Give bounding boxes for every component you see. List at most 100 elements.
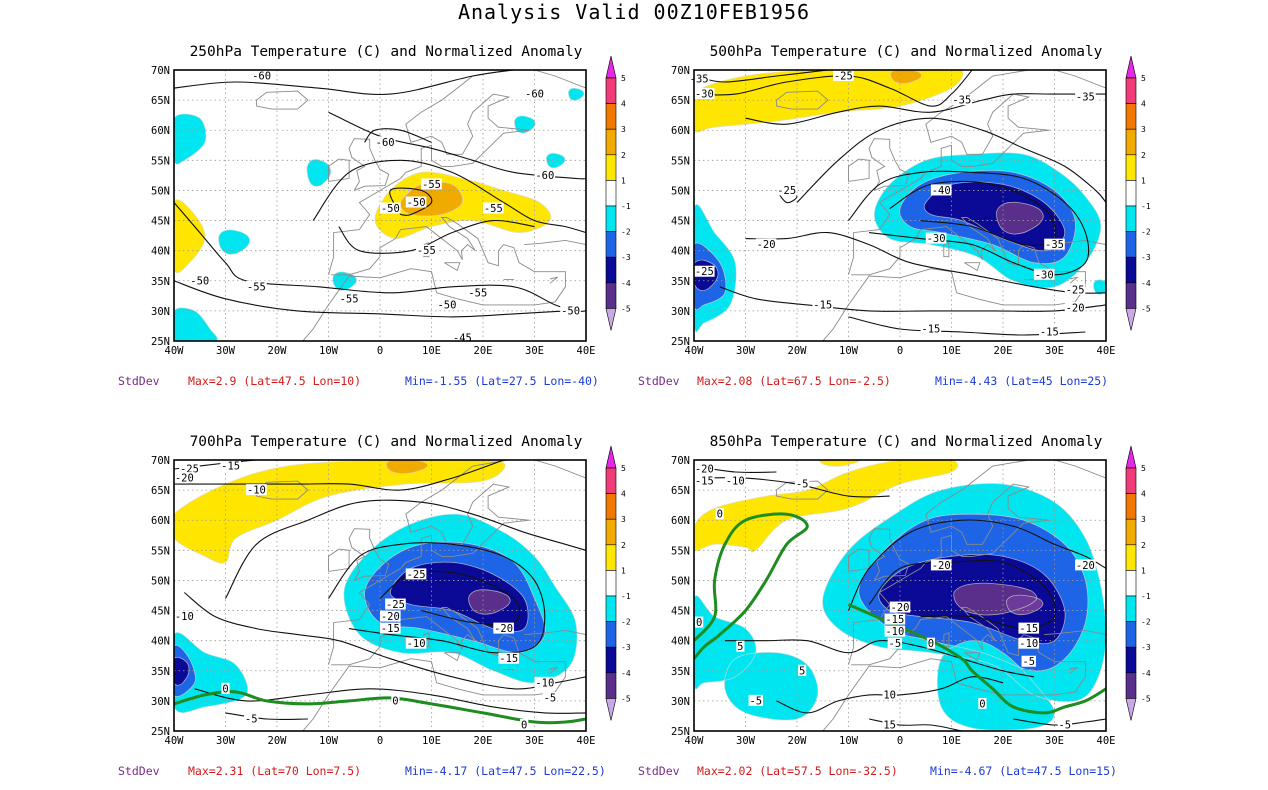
contour-label-bg	[246, 484, 267, 496]
contour-label-bg	[833, 70, 854, 82]
contour-label: -60	[252, 71, 271, 83]
lat-tick-label: 55N	[151, 155, 170, 167]
contour-label-bg	[884, 613, 906, 625]
contour-label: -55	[484, 203, 503, 215]
coastline	[444, 262, 461, 272]
colorbar-label: 3	[1141, 125, 1146, 134]
contour-label: -50	[381, 203, 400, 215]
anomaly-field	[694, 460, 1106, 731]
anomaly-contour	[822, 483, 1106, 703]
coastline	[255, 90, 309, 110]
coastline	[302, 217, 566, 341]
contour-label: -10	[535, 677, 554, 689]
lat-tick-label: 55N	[671, 545, 690, 557]
colorbar-segment	[1125, 77, 1137, 104]
colorbar-label: 4	[621, 100, 626, 109]
contour-label: -10	[1019, 638, 1038, 650]
colorbar-segment	[1125, 231, 1137, 258]
coastline	[868, 528, 910, 581]
lon-tick-label: 40E	[577, 735, 596, 747]
colorbar-bottom-arrow	[605, 308, 617, 331]
contour-label: 0	[928, 638, 934, 650]
stddev-label: StdDev	[118, 764, 160, 778]
lat-tick-label: 70N	[671, 65, 690, 77]
lon-tick-label: 10E	[422, 345, 441, 357]
temperature-contour	[868, 559, 1057, 630]
contour-label-bg	[534, 676, 556, 688]
lat-tick-label: 70N	[151, 455, 170, 467]
contour-label-bg	[244, 712, 259, 724]
contour-labels: -35 -30 -25 -35 -35 -25 -40 -30 -35 -20 -25 -30 -25 -…	[688, 70, 1096, 338]
colorbar-segment	[1125, 467, 1137, 494]
contour-label: -5	[889, 638, 902, 650]
contour-label: -55	[422, 179, 441, 191]
map-grid	[174, 460, 586, 731]
lon-tick-label: 30W	[216, 345, 236, 357]
colorbar-label: -3	[1141, 643, 1151, 652]
anomaly-shade	[694, 460, 958, 552]
contour-label-bg	[812, 298, 834, 310]
contour-label: -10	[885, 626, 904, 638]
lon-tick-label: 10W	[319, 735, 339, 747]
panel-700hpa: 700hPa Temperature (C) and Normalized An…	[0, 390, 631, 780]
contour-label: -50	[190, 275, 209, 287]
colorbar-label: 5	[1141, 74, 1146, 83]
contour-label: -15	[1019, 623, 1038, 635]
contour-label: 10	[883, 689, 896, 701]
temperature-contour	[338, 219, 535, 254]
colorbar-segment	[1125, 180, 1137, 207]
colorbar-label: -5	[1141, 304, 1151, 313]
lat-tick-label: 30N	[671, 306, 690, 318]
axis-labels: 40W 30W 20W 10W 0 10E 20E 30E 40E 70N 65N 60N 55N 50N…	[671, 455, 1115, 747]
colorbar-label: -5	[1141, 694, 1151, 703]
lon-tick-label: 40W	[165, 735, 185, 747]
lon-tick-label: 40E	[1097, 345, 1116, 357]
temperature-contour	[848, 519, 1106, 611]
axis-labels: 40W 30W 20W 10W 0 10E 20E 30E 40E 70N 65N 60N 55N 50N…	[151, 455, 595, 747]
colorbar-label: -4	[621, 669, 631, 678]
contour-label-bg	[405, 568, 427, 580]
anomaly-shade	[890, 70, 922, 84]
contour-label: -55	[340, 293, 359, 305]
temperature-contour	[194, 688, 586, 714]
contour-label-bg	[380, 610, 401, 622]
colorbar-bottom-arrow	[1125, 308, 1137, 331]
contour-label: -40	[932, 185, 951, 197]
temperature-contour	[724, 639, 1035, 678]
colorbar-label: 3	[1141, 515, 1146, 524]
lon-tick-label: 30E	[525, 345, 544, 357]
contour-label: -5	[749, 695, 762, 707]
anomaly-contour	[818, 460, 861, 467]
panel-title: 700hPa Temperature (C) and Normalized An…	[189, 434, 583, 450]
contour-label: -20	[932, 560, 951, 572]
anomaly-contour	[389, 561, 529, 632]
colorbar-segment	[1125, 154, 1137, 181]
colorbar-label: 1	[1141, 176, 1146, 185]
contour-label: -20	[757, 239, 776, 251]
lat-tick-label: 40N	[151, 246, 170, 258]
coastlines	[255, 70, 586, 341]
lon-tick-label: 10W	[839, 345, 859, 357]
contour-label: -50	[407, 197, 426, 209]
coastline	[775, 90, 829, 110]
temperature-contour	[174, 460, 504, 491]
colorbar-segment	[1125, 621, 1137, 648]
contour-label-bg	[220, 460, 241, 472]
lon-tick-label: 0	[377, 345, 383, 357]
anomaly-contour	[174, 644, 196, 697]
contour-label: -30	[927, 233, 946, 245]
anomaly-contour	[468, 589, 511, 615]
colorbar-label: -2	[1141, 618, 1151, 627]
temperature-contour	[796, 117, 1106, 203]
lat-tick-label: 60N	[671, 515, 690, 527]
lat-tick-label: 40N	[671, 636, 690, 648]
anomaly-contour	[899, 170, 1076, 264]
contour-label-bg	[1021, 655, 1036, 667]
coastline	[1069, 276, 1078, 284]
anomaly-contour	[567, 87, 585, 101]
anomaly-contour	[694, 595, 757, 690]
map-svg: -60-60-60-60-55-50-50 -55-55-50-55-55-55-…	[151, 55, 631, 357]
contour-label-bg	[884, 625, 906, 637]
contour-label-bg	[385, 598, 406, 610]
contour-label-bg	[724, 475, 746, 487]
